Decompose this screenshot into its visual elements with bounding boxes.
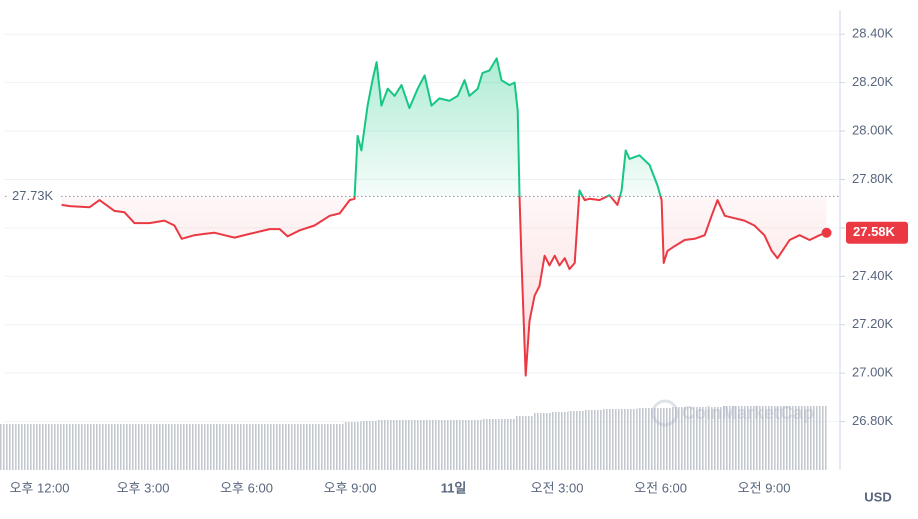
last-price-label: 27.58K <box>853 224 896 239</box>
volume-bar <box>326 424 344 470</box>
watermark: CoinMarketCap <box>651 399 814 427</box>
volume-bar <box>636 408 654 470</box>
volume-bar <box>774 406 792 470</box>
volume-bar <box>119 424 137 470</box>
volume-bar <box>377 420 396 470</box>
volume-bar <box>481 419 499 470</box>
volume-bar <box>412 420 430 470</box>
volume-bar <box>584 410 603 470</box>
volume-bar <box>360 421 378 470</box>
watermark-text: CoinMarketCap <box>682 403 814 423</box>
volume-bar <box>291 424 309 470</box>
volume-bar <box>188 424 206 470</box>
baseline-label-bg <box>8 187 60 206</box>
volume-bar <box>50 424 68 470</box>
watermark-logo <box>651 399 679 427</box>
volume-bar <box>136 424 154 470</box>
x-tick-label: 오후 12:00 <box>9 480 69 495</box>
x-tick-label: 오전 6:00 <box>634 480 687 495</box>
volume-bar <box>757 406 775 470</box>
x-tick-label: 11일 <box>441 480 467 495</box>
volume-bar <box>205 424 223 470</box>
volume-bar <box>498 419 516 470</box>
price-line <box>61 57 827 377</box>
volume-bar <box>308 424 327 470</box>
volume-bar <box>533 413 551 470</box>
y-tick-label: 27.80K <box>852 171 894 186</box>
last-point <box>821 227 832 238</box>
volume-bar <box>705 407 723 470</box>
y-tick-label: 27.20K <box>852 316 894 331</box>
last-price-box <box>846 221 908 244</box>
volume-bar <box>809 406 827 470</box>
volume-bar <box>257 424 275 470</box>
volume-bar <box>671 407 689 470</box>
volume-bar <box>239 424 258 470</box>
x-tick-label: 오후 6:00 <box>220 480 273 495</box>
baseline-label: 27.73K <box>12 188 54 203</box>
volume-bar <box>343 422 361 470</box>
y-tick-label: 28.00K <box>852 122 894 137</box>
volume-bar <box>395 420 413 470</box>
volume-bar <box>429 420 447 470</box>
x-tick-label: 오후 3:00 <box>117 480 170 495</box>
currency-label: USD <box>864 489 891 504</box>
volume-bar <box>619 409 637 470</box>
volume-bar <box>515 416 534 470</box>
volume-bar <box>740 406 758 470</box>
volume-bar <box>567 411 585 470</box>
volume-bar <box>274 424 292 470</box>
volume-bar <box>0 424 16 470</box>
volume-bar <box>653 408 672 470</box>
volume-bar <box>101 424 120 470</box>
x-tick-label: 오후 9:00 <box>324 480 377 495</box>
volume-bar <box>32 424 51 470</box>
x-tick-label: 오전 9:00 <box>738 480 791 495</box>
y-tick-label: 26.80K <box>852 413 894 428</box>
y-tick-label: 28.40K <box>852 26 894 41</box>
volume-bar <box>67 424 85 470</box>
volume-bar <box>688 407 706 470</box>
volume-bar <box>446 420 465 470</box>
y-tick-label: 27.00K <box>852 365 894 380</box>
y-tick-label: 27.40K <box>852 268 894 283</box>
volume-bar <box>722 406 741 470</box>
volume-bar <box>464 420 482 470</box>
volume-bar <box>222 424 240 470</box>
volume-bar <box>170 424 189 470</box>
y-tick-label: 28.20K <box>852 74 894 89</box>
volume-bar <box>84 424 102 470</box>
price-area <box>61 58 827 376</box>
volume-bar <box>602 409 620 470</box>
volume-bar <box>550 412 568 470</box>
volume-bar <box>153 424 171 470</box>
volume-bar <box>791 406 810 470</box>
volume-bar <box>15 424 33 470</box>
x-tick-label: 오전 3:00 <box>531 480 584 495</box>
